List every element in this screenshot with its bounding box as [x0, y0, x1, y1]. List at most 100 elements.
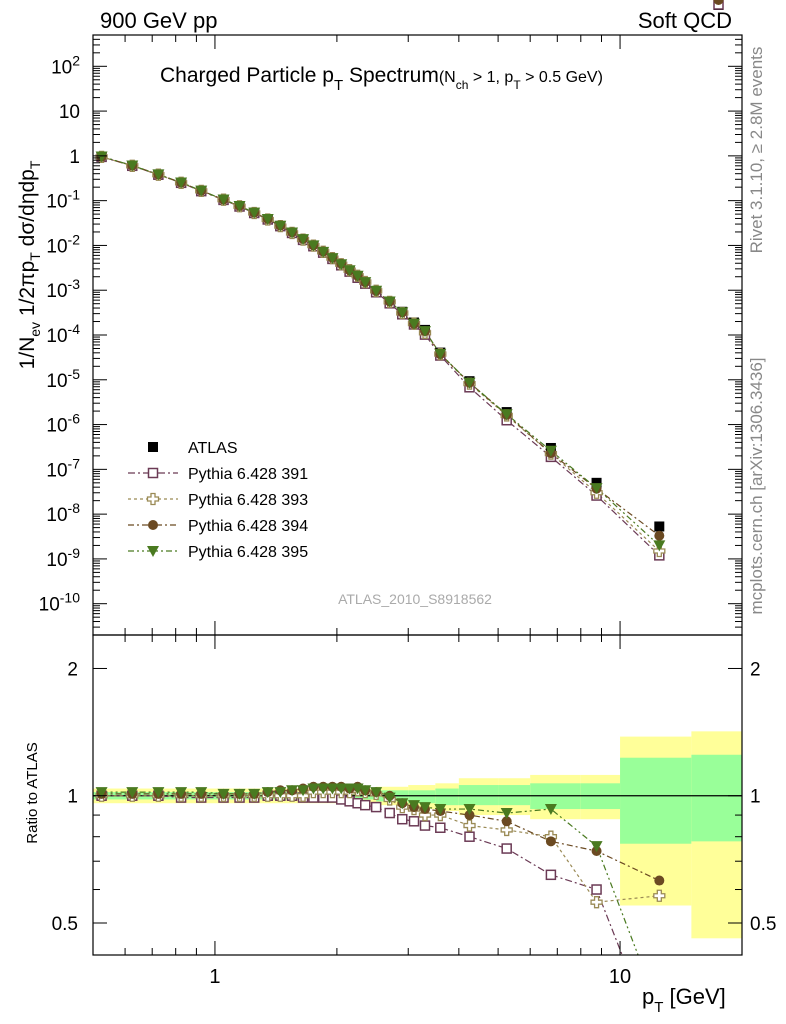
main-data-point	[408, 318, 421, 330]
ratio-data-point	[590, 841, 603, 853]
ratio-series-line	[101, 795, 623, 955]
main-data-point	[590, 483, 603, 495]
ratio-data-point	[464, 810, 475, 821]
legend-marker	[148, 520, 158, 530]
ratio-data-point	[384, 807, 395, 819]
ratio-data-point	[500, 808, 513, 820]
ratio-data-point	[370, 801, 382, 813]
ratio-y-tick-label: 2	[67, 659, 78, 680]
legend-label: ATLAS	[188, 440, 238, 457]
ratio-bands	[93, 731, 742, 939]
ratio-data-point	[653, 889, 666, 902]
ratio-data-point	[297, 785, 310, 797]
green-band	[498, 785, 531, 806]
main-data-point	[653, 540, 666, 552]
y-tick-label: 10-2	[46, 231, 80, 257]
y-tick-label: 10-6	[46, 411, 80, 437]
ratio-data-point	[286, 785, 299, 797]
main-data-point	[434, 348, 447, 360]
ratio-data-point	[408, 800, 421, 812]
ratio-data-point	[397, 813, 408, 825]
ratio-data-point	[463, 804, 476, 816]
y-tick-label: 10-9	[46, 545, 80, 571]
green-band	[691, 754, 742, 842]
ratio-data-point	[217, 788, 230, 800]
main-data-point	[297, 234, 310, 246]
main-data-point	[351, 270, 364, 282]
main-data-point	[195, 185, 208, 197]
ratio-data-point	[317, 783, 330, 795]
ratio-data-point	[590, 896, 603, 909]
ratio-data-point	[500, 823, 513, 837]
ratio-data-point	[95, 787, 108, 799]
y-tick-label: 102	[51, 52, 80, 78]
rivet-label: Rivet 3.1.10, ≥ 2.8M events	[747, 47, 766, 254]
series-markers	[95, 0, 724, 909]
x-axis-label: pT [GeV]	[642, 984, 726, 1016]
ratio-data-point	[544, 804, 557, 816]
main-data-point	[370, 285, 383, 297]
ratio-data-point	[359, 785, 372, 797]
ratio-data-point	[545, 836, 556, 847]
ratio-data-point	[435, 822, 446, 833]
main-data-point	[335, 259, 348, 271]
main-data-point	[152, 169, 165, 181]
main-data-point	[233, 200, 246, 212]
ratio-data-point	[370, 787, 383, 799]
mcplots-label: mcplots.cern.ch [arXiv:1306.3436]	[747, 357, 766, 614]
header-right: Soft QCD	[638, 8, 732, 33]
ratio-series-line	[101, 787, 639, 955]
y-tick-label: 1	[69, 147, 80, 168]
y-tick-label: 10-4	[46, 321, 80, 347]
ratio-data-point	[434, 804, 447, 816]
main-data-point	[126, 160, 139, 172]
main-data-point	[591, 477, 602, 488]
legend-label: Pythia 6.428 393	[188, 492, 308, 509]
main-series-line	[101, 155, 660, 546]
main-ylabel: 1/Nev 1/2πpT dσ/dηdpT	[16, 160, 43, 369]
main-data-point	[326, 253, 339, 265]
y-tick-label: 10-1	[46, 187, 80, 213]
main-series-line	[101, 156, 660, 552]
watermark: ATLAS_2010_S8918562	[338, 591, 492, 607]
ratio-ylabel: Ratio to ATLAS	[24, 742, 41, 843]
main-data-point	[307, 240, 320, 252]
main-data-point	[359, 277, 372, 289]
ratio-data-point	[408, 816, 420, 827]
ratio-data-point	[464, 831, 475, 842]
green-band	[435, 788, 459, 806]
y-tick-label: 10	[59, 102, 80, 123]
ratio-data-point	[195, 787, 208, 799]
legend-marker	[146, 492, 160, 506]
x-tick-label: 10	[609, 966, 631, 988]
legend-marker	[148, 442, 158, 452]
green-band	[408, 790, 436, 804]
legend-label: Pythia 6.428 395	[188, 544, 308, 561]
ratio-data-point	[326, 783, 339, 795]
main-data-point	[500, 409, 513, 421]
ratio-data-point	[274, 787, 287, 799]
ratio-data-point	[545, 869, 557, 881]
main-data-point	[175, 177, 188, 189]
ratio-data-point	[360, 799, 371, 811]
main-data-point	[654, 530, 665, 541]
ratio-data-point	[396, 798, 409, 810]
ratio-y-tick-label-right: 2	[750, 659, 761, 680]
main-data-point	[286, 227, 299, 239]
main-data-point	[317, 246, 330, 258]
ratio-data-point	[261, 787, 274, 799]
ratio-y-tick-label: 1	[67, 787, 78, 808]
y-tick-label: 10-7	[46, 455, 80, 481]
legend: ATLAS Pythia 6.428 391 Pythia 6.428 393 Pyt…	[128, 440, 308, 561]
legend-marker	[147, 467, 159, 479]
legend-label: Pythia 6.428 391	[188, 466, 308, 483]
header-left: 900 GeV pp	[100, 8, 217, 33]
ratio-data-point	[419, 820, 431, 831]
main-series-line	[101, 156, 660, 556]
ratio-data-point	[126, 787, 139, 799]
ratio-data-point	[233, 788, 246, 800]
main-data-point	[217, 194, 230, 206]
y-tick-label: 10-3	[46, 276, 80, 302]
green-band	[620, 757, 692, 844]
main-title: Charged Particle pT Spectrum(Nch > 1, pT…	[160, 64, 603, 94]
